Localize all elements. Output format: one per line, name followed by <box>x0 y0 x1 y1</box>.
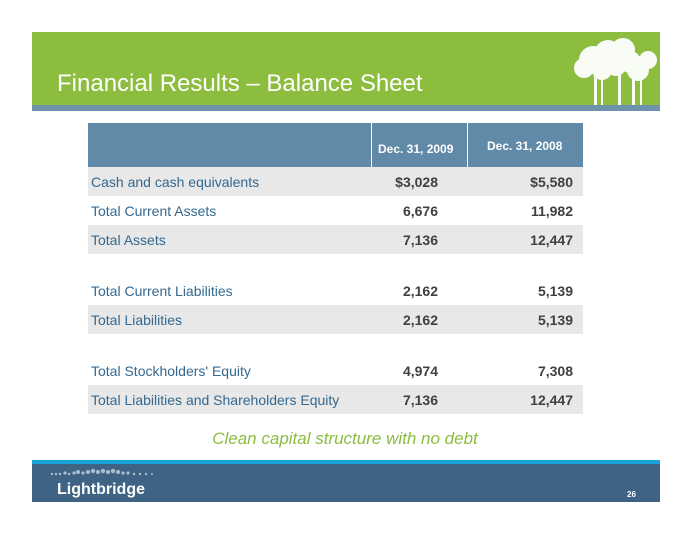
table-row: Cash and cash equivalents $3,028 $5,580 <box>88 167 583 196</box>
header-banner <box>32 32 660 105</box>
value-2008: 11,982 <box>530 203 573 219</box>
value-2009: 2,162 <box>402 283 438 299</box>
value-2008: 12,447 <box>530 392 573 408</box>
footer-accent-line <box>32 460 660 464</box>
value-2008: 12,447 <box>530 232 573 248</box>
row-label: Total Liabilities <box>91 312 183 328</box>
table-row: Total Stockholders' Equity 4,974 7,308 <box>88 356 583 385</box>
row-label: Total Stockholders' Equity <box>91 363 251 379</box>
table-row: Total Liabilities and Shareholders Equit… <box>88 385 583 414</box>
header-label-2008: Dec. 31, 2008 <box>487 139 563 153</box>
table-spacer <box>88 254 583 276</box>
value-2008: $5,580 <box>530 174 573 190</box>
row-label: Total Current Liabilities <box>91 283 233 299</box>
value-2009: $3,028 <box>395 174 438 190</box>
table-header-row: Dec. 31, 2009 Dec. 31, 2008 <box>88 123 583 167</box>
value-2009: 2,162 <box>402 312 438 328</box>
dots-logo-icon <box>50 468 153 476</box>
row-label: Total Liabilities and Shareholders Equit… <box>91 392 340 408</box>
slide-tagline: Clean capital structure with no debt <box>212 429 478 448</box>
value-2009: 7,136 <box>402 392 438 408</box>
table-row: Total Liabilities 2,162 5,139 <box>88 305 583 334</box>
page-number: 26 <box>627 490 636 499</box>
row-label: Total Assets <box>91 232 166 248</box>
table-spacer <box>88 334 583 356</box>
value-2008: 5,139 <box>537 312 573 328</box>
value-2009: 7,136 <box>402 232 438 248</box>
header-divider <box>32 105 660 111</box>
table-row: Total Current Assets 6,676 11,982 <box>88 196 583 225</box>
header-label-2009: Dec. 31, 2009 <box>378 142 454 156</box>
value-2008: 5,139 <box>537 283 573 299</box>
slide-title: Financial Results – Balance Sheet <box>57 70 423 97</box>
header-cell-2008 <box>467 123 584 167</box>
value-2008: 7,308 <box>537 363 573 379</box>
row-label: Cash and cash equivalents <box>91 174 260 190</box>
trees-icon <box>574 38 657 105</box>
value-2009: 4,974 <box>402 363 438 379</box>
table-row: Total Current Liabilities 2,162 5,139 <box>88 276 583 305</box>
balance-sheet-table: Dec. 31, 2009 Dec. 31, 2008 Cash and cas… <box>88 123 583 414</box>
table-row: Total Assets 7,136 12,447 <box>88 225 583 254</box>
lightbridge-logo: Lightbridge <box>57 481 145 498</box>
row-label: Total Current Assets <box>91 203 217 219</box>
header-cell-2009 <box>371 123 466 167</box>
value-2009: 6,676 <box>402 203 438 219</box>
footer-bar <box>32 464 660 502</box>
